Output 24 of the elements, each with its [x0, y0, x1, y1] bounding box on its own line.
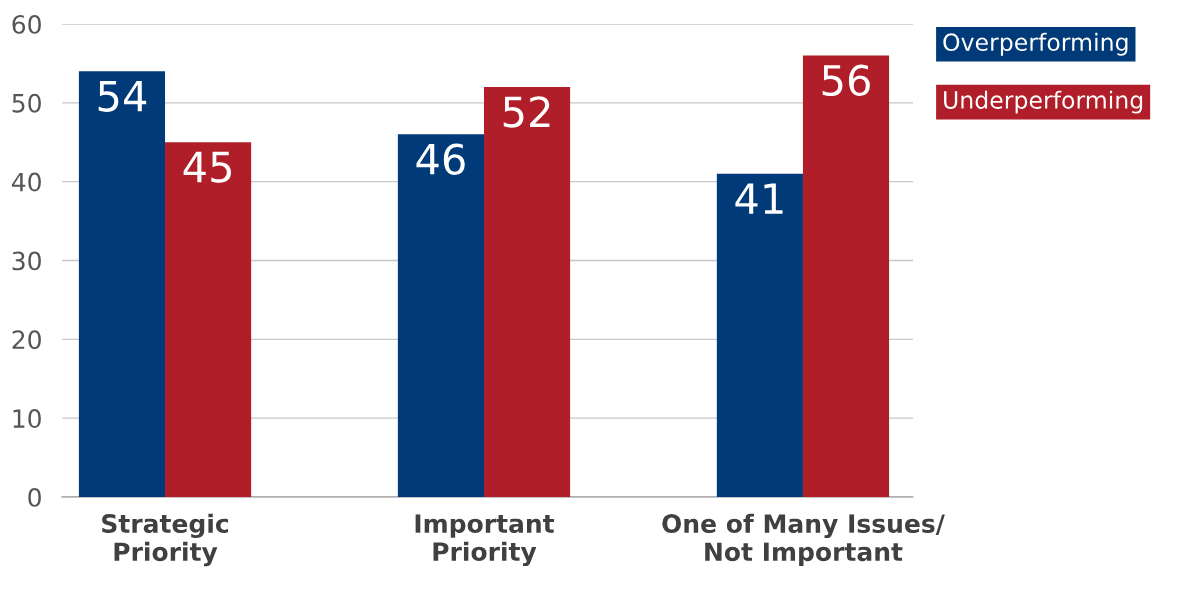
- text: Overperforming: [943, 32, 1128, 56]
- y-tick-label: 60: [12, 14, 41, 34]
- bar: [165, 142, 252, 497]
- y-tick-label: 20: [12, 330, 41, 350]
- x-tick-label: Strategic Priority: [102, 513, 229, 567]
- bar: [483, 87, 571, 497]
- bar: [716, 173, 803, 497]
- data-label: 45: [183, 151, 231, 183]
- x-tick-label: One of Many Issues/ Not Important: [662, 513, 945, 567]
- data-label: 41: [735, 183, 783, 214]
- y-tick-label: 50: [12, 93, 41, 113]
- y-tick-label: 40: [11, 172, 41, 192]
- data-label: 52: [503, 96, 550, 128]
- bar: [397, 134, 484, 497]
- y-tick-label: 0: [28, 487, 41, 507]
- y-tick-label: 10: [13, 409, 41, 429]
- y-tick-label: 30: [12, 251, 41, 271]
- data-label: 56: [822, 64, 870, 97]
- data-label: 54: [98, 80, 147, 112]
- bar: [78, 71, 166, 497]
- x-tick-label: Important Priority: [415, 514, 555, 567]
- bar: [802, 55, 890, 497]
- text: Underperforming: [944, 90, 1143, 114]
- data-label: 46: [416, 143, 465, 175]
